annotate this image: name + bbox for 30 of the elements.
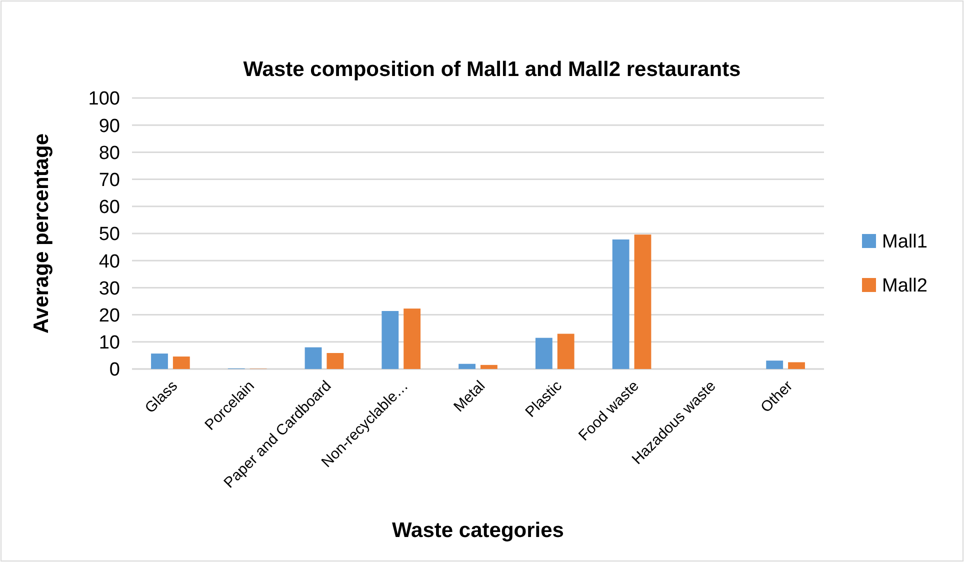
bar: [172, 356, 190, 369]
y-axis-title: Average percentage: [30, 134, 53, 334]
y-tick-label: 80: [98, 142, 120, 164]
legend-label: Mall2: [882, 276, 928, 297]
chart-title: Waste composition of Mall1 and Mall2 restaurants: [243, 58, 741, 81]
bar: [535, 338, 552, 369]
y-tick-label: 10: [98, 332, 120, 354]
y-tick-label: 50: [98, 224, 120, 246]
bar: [480, 364, 498, 369]
x-axis-title: Waste categories: [392, 519, 564, 542]
bar: [151, 354, 168, 369]
bar: [382, 311, 399, 369]
bar: [788, 362, 805, 369]
bar: [326, 353, 344, 369]
y-tick-label: 0: [109, 360, 120, 381]
bar: [304, 347, 322, 369]
legend-label: Mall1: [882, 232, 928, 253]
y-tick-label: 30: [98, 278, 120, 300]
bar: [634, 234, 652, 369]
bar: [766, 360, 784, 369]
y-tick-label: 100: [88, 88, 120, 110]
y-tick-label: 40: [98, 251, 120, 272]
bar: [404, 308, 421, 369]
y-tick-label: 60: [98, 197, 120, 218]
bar: [612, 239, 630, 369]
y-tick-label: 20: [98, 305, 120, 326]
y-tick-label: 90: [98, 116, 120, 137]
bar: [557, 334, 574, 369]
y-tick-label: 70: [98, 170, 120, 191]
bar: [458, 364, 476, 369]
